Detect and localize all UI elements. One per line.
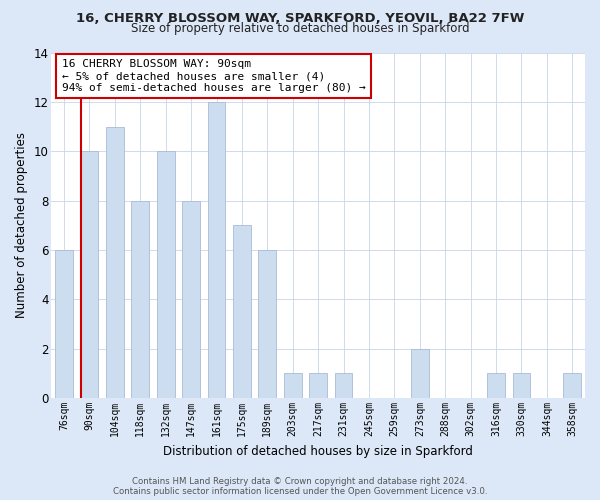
Bar (411, 349, 429, 398)
Y-axis label: Number of detached properties: Number of detached properties (15, 132, 28, 318)
Bar (157, 152, 175, 398)
Bar (309, 374, 327, 398)
Bar (259, 250, 276, 398)
Text: 16, CHERRY BLOSSOM WAY, SPARKFORD, YEOVIL, BA22 7FW: 16, CHERRY BLOSSOM WAY, SPARKFORD, YEOVI… (76, 12, 524, 24)
Bar (55, 250, 73, 398)
Bar (487, 374, 505, 398)
Bar (512, 374, 530, 398)
Text: Size of property relative to detached houses in Sparkford: Size of property relative to detached ho… (131, 22, 469, 35)
Bar (182, 200, 200, 398)
Bar (80, 152, 98, 398)
Bar (335, 374, 352, 398)
Bar (208, 102, 226, 398)
Bar (563, 374, 581, 398)
Text: 16 CHERRY BLOSSOM WAY: 90sqm
← 5% of detached houses are smaller (4)
94% of semi: 16 CHERRY BLOSSOM WAY: 90sqm ← 5% of det… (62, 60, 366, 92)
Bar (284, 374, 302, 398)
Bar (233, 226, 251, 398)
Bar (106, 126, 124, 398)
X-axis label: Distribution of detached houses by size in Sparkford: Distribution of detached houses by size … (163, 444, 473, 458)
Bar (131, 200, 149, 398)
Text: Contains HM Land Registry data © Crown copyright and database right 2024.
Contai: Contains HM Land Registry data © Crown c… (113, 476, 487, 496)
